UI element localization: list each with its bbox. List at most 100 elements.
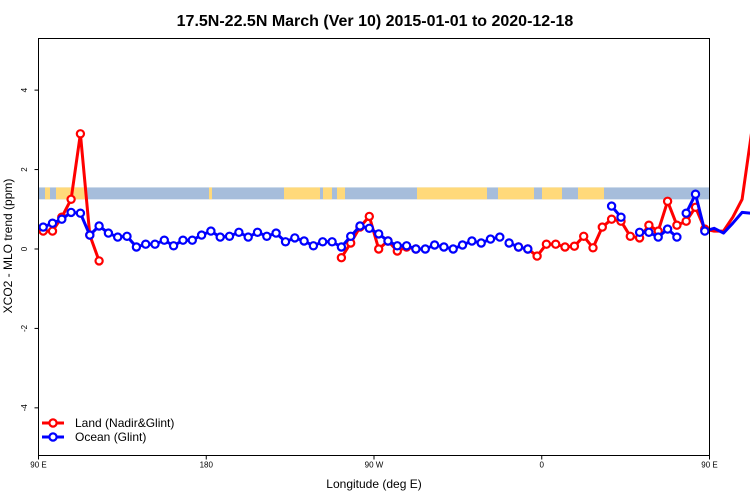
series-1-point (318, 237, 328, 247)
series-1-point (662, 224, 673, 234)
series-1-point (513, 242, 524, 252)
series-1-point (411, 244, 421, 254)
series-0-point (364, 211, 374, 222)
series-1-point (196, 230, 207, 240)
series-1-point (234, 227, 244, 237)
series-1-point (616, 212, 626, 222)
series-1-point (485, 234, 496, 244)
legend-label-land: Land (Nadir&Glint) (75, 416, 174, 430)
x-tick-label: 90 E (701, 461, 717, 470)
series-1-point (47, 218, 58, 228)
legend: Land (Nadir&Glint) Ocean (Glint) (42, 416, 174, 444)
series-1-point (327, 237, 337, 247)
series-1-point (112, 232, 123, 242)
series-1-point (178, 235, 188, 245)
series-1-point (448, 244, 458, 254)
series-0-point (588, 243, 598, 253)
x-axis: 90 E 180 90 W 0 90 E (30, 455, 718, 470)
band-land-2 (209, 187, 212, 200)
series-1-point (346, 231, 356, 241)
series-1-line-4 (684, 192, 750, 235)
series-1-point (122, 231, 132, 241)
series-1-point (700, 226, 710, 236)
series-1-point (243, 232, 253, 242)
series-1-point (206, 226, 216, 236)
series-1-point (66, 207, 76, 218)
x-tick-label: 90 E (30, 461, 46, 470)
series-1-point (262, 231, 272, 241)
series-1-point (653, 232, 663, 242)
chart-title: 17.5N-22.5N March (Ver 10) 2015-01-01 to… (177, 13, 574, 30)
surface-band (38, 187, 710, 200)
x-tick-label: 90 W (365, 461, 384, 470)
series-1-point (504, 238, 514, 248)
y-tick-label: -2 (20, 324, 29, 332)
y-tick-label: -4 (20, 404, 29, 412)
series-0-point (681, 216, 691, 226)
series-1-point (252, 227, 263, 237)
series-0-point (579, 231, 589, 241)
series-1-point (168, 241, 179, 251)
y-axis-label: XCO2 - MLO trend (ppm) (1, 179, 15, 314)
x-axis-label: Longitude (deg E) (326, 477, 421, 491)
legend-label-ocean: Ocean (Glint) (75, 430, 146, 444)
series-0-point (374, 244, 384, 254)
y-axis: 4 2 0 -2 -4 (20, 87, 39, 411)
series-1-point (215, 232, 225, 242)
series-1-point (523, 244, 533, 254)
series-1-point (85, 230, 95, 240)
series-1-point (495, 232, 505, 242)
series-0-point (75, 129, 86, 139)
series-0-point (336, 253, 347, 263)
series-1-point (457, 240, 468, 250)
series-1-point (131, 242, 142, 252)
band-land-0 (45, 187, 50, 200)
series-0-point (662, 196, 673, 206)
series-1-point (634, 227, 645, 237)
legend-marker-land (48, 418, 58, 428)
series-0-point (597, 222, 608, 232)
series-1-point (364, 223, 374, 233)
y-tick-label: 2 (20, 167, 29, 172)
legend-marker-ocean (48, 432, 58, 442)
plot-series (38, 129, 750, 266)
series-1-point (420, 244, 430, 254)
series-1-point (681, 208, 691, 218)
series-0-point (606, 214, 617, 224)
series-1-point (644, 227, 654, 237)
series-1-point (439, 242, 449, 252)
series-1-point (672, 232, 682, 242)
series-0-point (625, 231, 636, 241)
series-0-point (47, 226, 58, 236)
series-1-point (271, 228, 281, 238)
series-1-point (224, 231, 235, 241)
series-1-point (38, 222, 48, 232)
series-1-point (103, 228, 114, 238)
band-ocean (38, 187, 710, 200)
series-1-point (392, 241, 402, 251)
series-1-point (476, 238, 486, 248)
series-0-point (532, 251, 542, 261)
series-0-point (94, 256, 104, 266)
series-1-point (94, 221, 104, 231)
series-1-point (308, 241, 319, 251)
series-1-point (299, 236, 309, 246)
x-tick-label: 180 (200, 461, 214, 470)
series-1-point (429, 240, 440, 250)
band-land-3 (284, 187, 320, 200)
y-tick-label: 0 (20, 246, 29, 251)
series-1-point (606, 201, 617, 211)
series-0-point (569, 241, 580, 251)
series-1-point (140, 239, 151, 249)
band-land-7 (498, 187, 534, 200)
series-0-point (66, 194, 76, 204)
series-1-point (374, 229, 384, 239)
series-1-point (187, 235, 197, 245)
series-1 (38, 189, 750, 254)
band-land-4 (323, 187, 332, 200)
series-0-point (541, 239, 552, 249)
series-1-point (290, 233, 300, 243)
series-1-point (690, 189, 701, 199)
series-0-point (551, 239, 561, 249)
